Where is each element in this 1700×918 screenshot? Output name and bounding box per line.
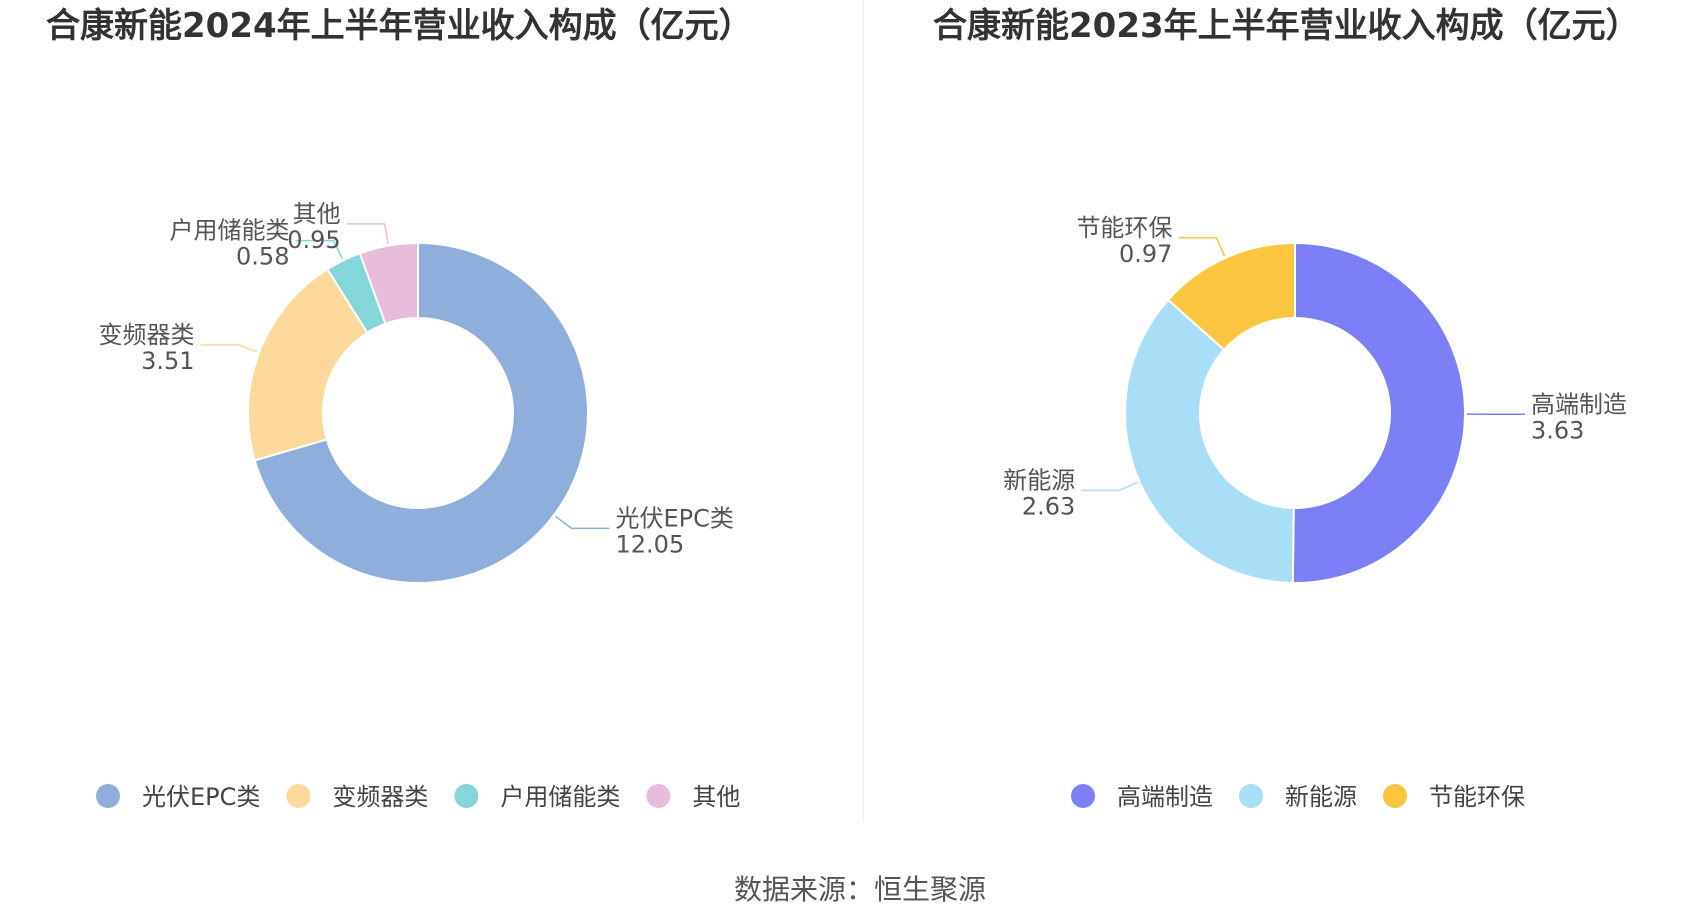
data-label-value-0-1: 3.51 [141,347,194,375]
label-line-0-3 [346,223,389,244]
legend-marker-1-1[interactable] [1239,784,1263,808]
legend-marker-0-3[interactable] [646,784,671,808]
data-source: 数据来源：恒生聚源 [733,873,986,906]
data-label-category-1-1: 新能源 [1003,466,1075,494]
legend-label-1-0[interactable]: 高端制造 [1117,783,1213,811]
legend-label-1-2[interactable]: 节能环保 [1429,783,1525,811]
data-label-category-1-0: 高端制造 [1531,390,1627,418]
slice-1-0[interactable] [1291,241,1466,584]
slice-0-1[interactable] [247,267,369,462]
donut-chart-2024: 光伏EPC类12.05变频器类3.51户用储能类0.58其他0.95光伏EPC类… [96,200,740,811]
legend-marker-0-1[interactable] [286,784,311,808]
data-label-value-0-0: 12.05 [616,530,685,558]
legend-label-0-0[interactable]: 光伏EPC类 [142,783,260,811]
slice-1-2[interactable] [1166,241,1296,352]
label-line-1-2 [1178,237,1226,257]
legend-label-0-3[interactable]: 其他 [692,783,740,811]
legend-marker-0-0[interactable] [96,784,120,808]
chart-divider [863,0,864,822]
data-label-value-1-0: 3.63 [1531,416,1584,444]
data-label-value-0-2: 0.58 [236,243,289,271]
data-label-value-1-1: 2.63 [1022,492,1075,520]
chart-title-2024: 合康新能2024年上半年营业收入构成（亿元） [46,6,753,46]
data-label-category-0-2: 户用储能类 [169,217,289,245]
label-line-0-2 [295,239,343,259]
legend-marker-1-2[interactable] [1383,784,1407,808]
legend-label-1-1[interactable]: 新能源 [1285,783,1357,811]
label-line-0-1 [200,344,258,353]
legend-label-0-2[interactable]: 户用储能类 [500,783,620,811]
data-label-category-0-1: 变频器类 [99,321,195,349]
label-line-1-1 [1081,481,1138,492]
slice-0-3[interactable] [358,241,419,326]
label-line-0-0 [555,515,610,530]
chart-title-2023: 合康新能2023年上半年营业收入构成（亿元） [933,6,1640,46]
data-label-category-1-2: 节能环保 [1076,214,1172,242]
legend-marker-0-2[interactable] [454,784,479,808]
legend-label-0-1[interactable]: 变频器类 [332,783,428,811]
data-label-category-0-3: 其他 [293,200,341,228]
data-label-category-0-0: 光伏EPC类 [616,504,734,532]
data-label-value-0-3: 0.95 [287,226,340,254]
slice-0-0[interactable] [253,241,589,584]
data-label-value-1-2: 0.97 [1119,240,1172,268]
legend-marker-1-0[interactable] [1071,784,1095,808]
slice-1-1[interactable] [1124,298,1295,585]
